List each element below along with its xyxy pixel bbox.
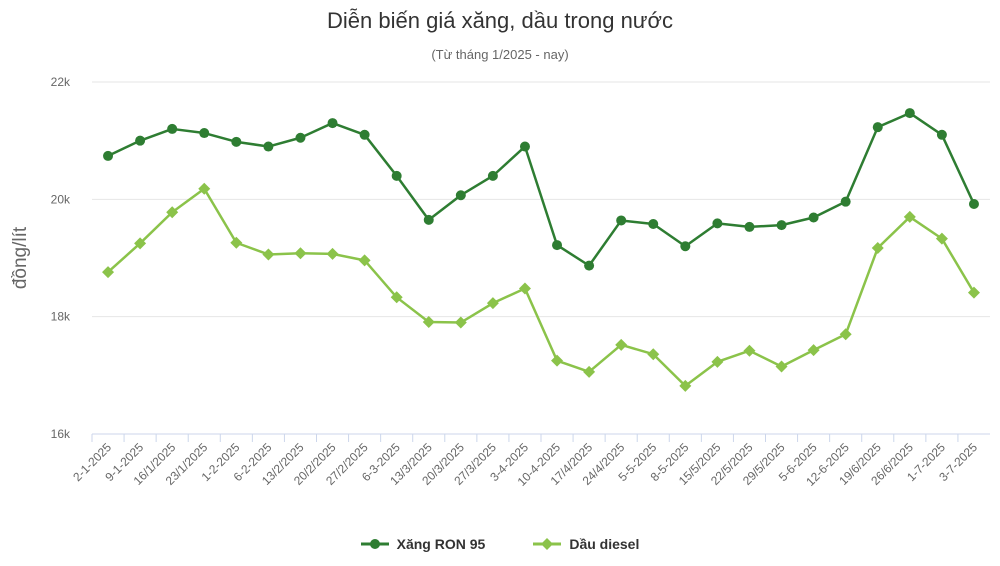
series-diesel: [102, 182, 980, 392]
data-point[interactable]: [712, 218, 723, 229]
data-point[interactable]: [743, 344, 756, 357]
data-point[interactable]: [199, 128, 210, 139]
data-point[interactable]: [230, 236, 243, 249]
data-point[interactable]: [711, 355, 724, 368]
data-point[interactable]: [648, 218, 659, 229]
legend-label: Xăng RON 95: [396, 536, 486, 552]
data-point[interactable]: [744, 221, 755, 232]
line-chart: 16k 18k 20k 22k 2-1-20259-1-202516/1/202523…: [10, 75, 990, 489]
data-point[interactable]: [263, 141, 274, 152]
y-tick-label: 18k: [51, 310, 71, 324]
data-point[interactable]: [295, 132, 306, 143]
data-point[interactable]: [872, 122, 883, 133]
data-point[interactable]: [903, 210, 916, 223]
data-point[interactable]: [166, 206, 179, 219]
data-point[interactable]: [135, 135, 146, 146]
chart-subtitle: (Từ tháng 1/2025 - nay): [431, 47, 569, 62]
data-point[interactable]: [679, 379, 692, 392]
y-tick-label: 20k: [51, 192, 71, 206]
legend-item-diesel[interactable]: Dầu diesel: [533, 536, 639, 552]
data-point[interactable]: [808, 212, 819, 223]
data-point[interactable]: [518, 282, 531, 295]
legend-item-ron95[interactable]: Xăng RON 95: [360, 536, 486, 552]
data-point[interactable]: [487, 170, 498, 181]
legend-diamond-marker-icon: [533, 538, 562, 550]
data-point[interactable]: [776, 220, 787, 231]
x-axis: [91, 433, 990, 442]
data-point[interactable]: [423, 214, 434, 225]
data-point[interactable]: [167, 123, 178, 134]
data-point[interactable]: [680, 241, 691, 252]
series-line: [107, 187, 976, 388]
data-point[interactable]: [422, 315, 435, 328]
data-point[interactable]: [390, 291, 403, 304]
data-point[interactable]: [935, 232, 948, 245]
data-point[interactable]: [840, 196, 851, 207]
data-point[interactable]: [391, 170, 402, 181]
data-point[interactable]: [198, 182, 211, 195]
data-point[interactable]: [839, 328, 852, 341]
data-point[interactable]: [102, 266, 115, 279]
data-point[interactable]: [904, 108, 915, 119]
series-ron95: [103, 108, 979, 271]
legend: Xăng RON 95 Dầu diesel: [0, 536, 1000, 552]
data-point[interactable]: [134, 237, 147, 250]
legend-circle-marker-icon: [360, 539, 389, 549]
series-line: [107, 111, 976, 267]
data-point[interactable]: [486, 297, 499, 310]
data-point[interactable]: [616, 215, 627, 226]
x-axis-ticks: 2-1-20259-1-202516/1/202523/1/20251-2-20…: [70, 440, 980, 489]
data-point[interactable]: [262, 248, 275, 261]
chart-title: Diễn biến giá xăng, dầu trong nước: [327, 8, 673, 33]
data-point[interactable]: [775, 360, 788, 373]
y-axis-label: đồng/lít: [10, 226, 31, 289]
y-tick-label: 16k: [51, 427, 71, 441]
data-point[interactable]: [103, 150, 114, 161]
legend-label: Dầu diesel: [569, 536, 640, 552]
data-point[interactable]: [584, 260, 595, 271]
y-tick-label: 22k: [51, 75, 71, 89]
data-point[interactable]: [968, 199, 979, 210]
y-axis-ticks: 16k 18k 20k 22k: [51, 75, 71, 441]
data-point[interactable]: [936, 129, 947, 140]
data-point[interactable]: [552, 240, 563, 251]
data-point[interactable]: [967, 286, 980, 299]
data-point[interactable]: [454, 316, 467, 329]
data-point[interactable]: [615, 338, 628, 351]
data-point[interactable]: [871, 242, 884, 255]
data-point[interactable]: [359, 129, 370, 140]
data-point[interactable]: [231, 136, 242, 147]
data-point[interactable]: [294, 247, 307, 260]
data-point[interactable]: [358, 254, 371, 267]
data-point[interactable]: [326, 247, 339, 260]
data-point[interactable]: [583, 365, 596, 378]
data-point[interactable]: [455, 190, 466, 201]
data-point[interactable]: [519, 141, 530, 152]
data-point[interactable]: [647, 348, 660, 361]
grid-lines: [92, 81, 990, 435]
series-group: [102, 108, 980, 392]
data-point[interactable]: [327, 118, 338, 129]
data-point[interactable]: [807, 344, 820, 357]
data-point[interactable]: [551, 354, 564, 367]
